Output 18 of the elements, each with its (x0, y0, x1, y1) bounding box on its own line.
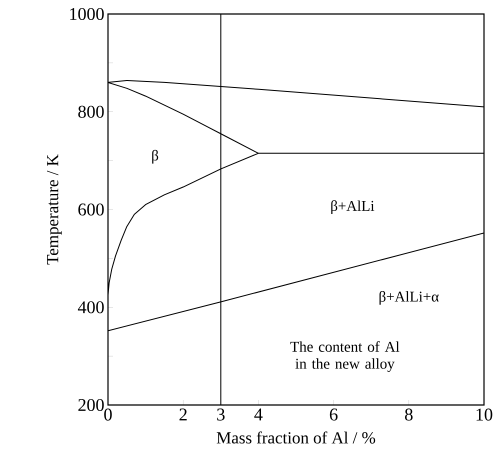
ref-line-label: The content of Al in the new alloy (290, 341, 400, 372)
x-tick-label: 3 (217, 408, 225, 421)
x-tick-label: 4 (254, 408, 263, 420)
x-tick-label: 10 (476, 408, 492, 421)
annotation: β+AlLi (331, 200, 374, 214)
y-axis-title: Temperature / K (46, 154, 62, 265)
y-tick-label: 400 (78, 301, 104, 314)
x-tick-label: 6 (330, 408, 338, 421)
x-tick-label: 8 (405, 408, 413, 421)
y-tick-label: 800 (78, 106, 104, 118)
annotation: β+AlLi+α (380, 291, 439, 305)
y-tick-label: 1000 (70, 8, 104, 20)
x-axis-title: Mass fraction of Al / % (216, 431, 376, 444)
y-tick-label: 600 (78, 203, 104, 216)
x-tick-label: 0 (104, 408, 112, 421)
annotation: β (152, 150, 158, 164)
x-tick-label: 2 (180, 408, 187, 420)
y-tick-label: 200 (78, 398, 104, 412)
